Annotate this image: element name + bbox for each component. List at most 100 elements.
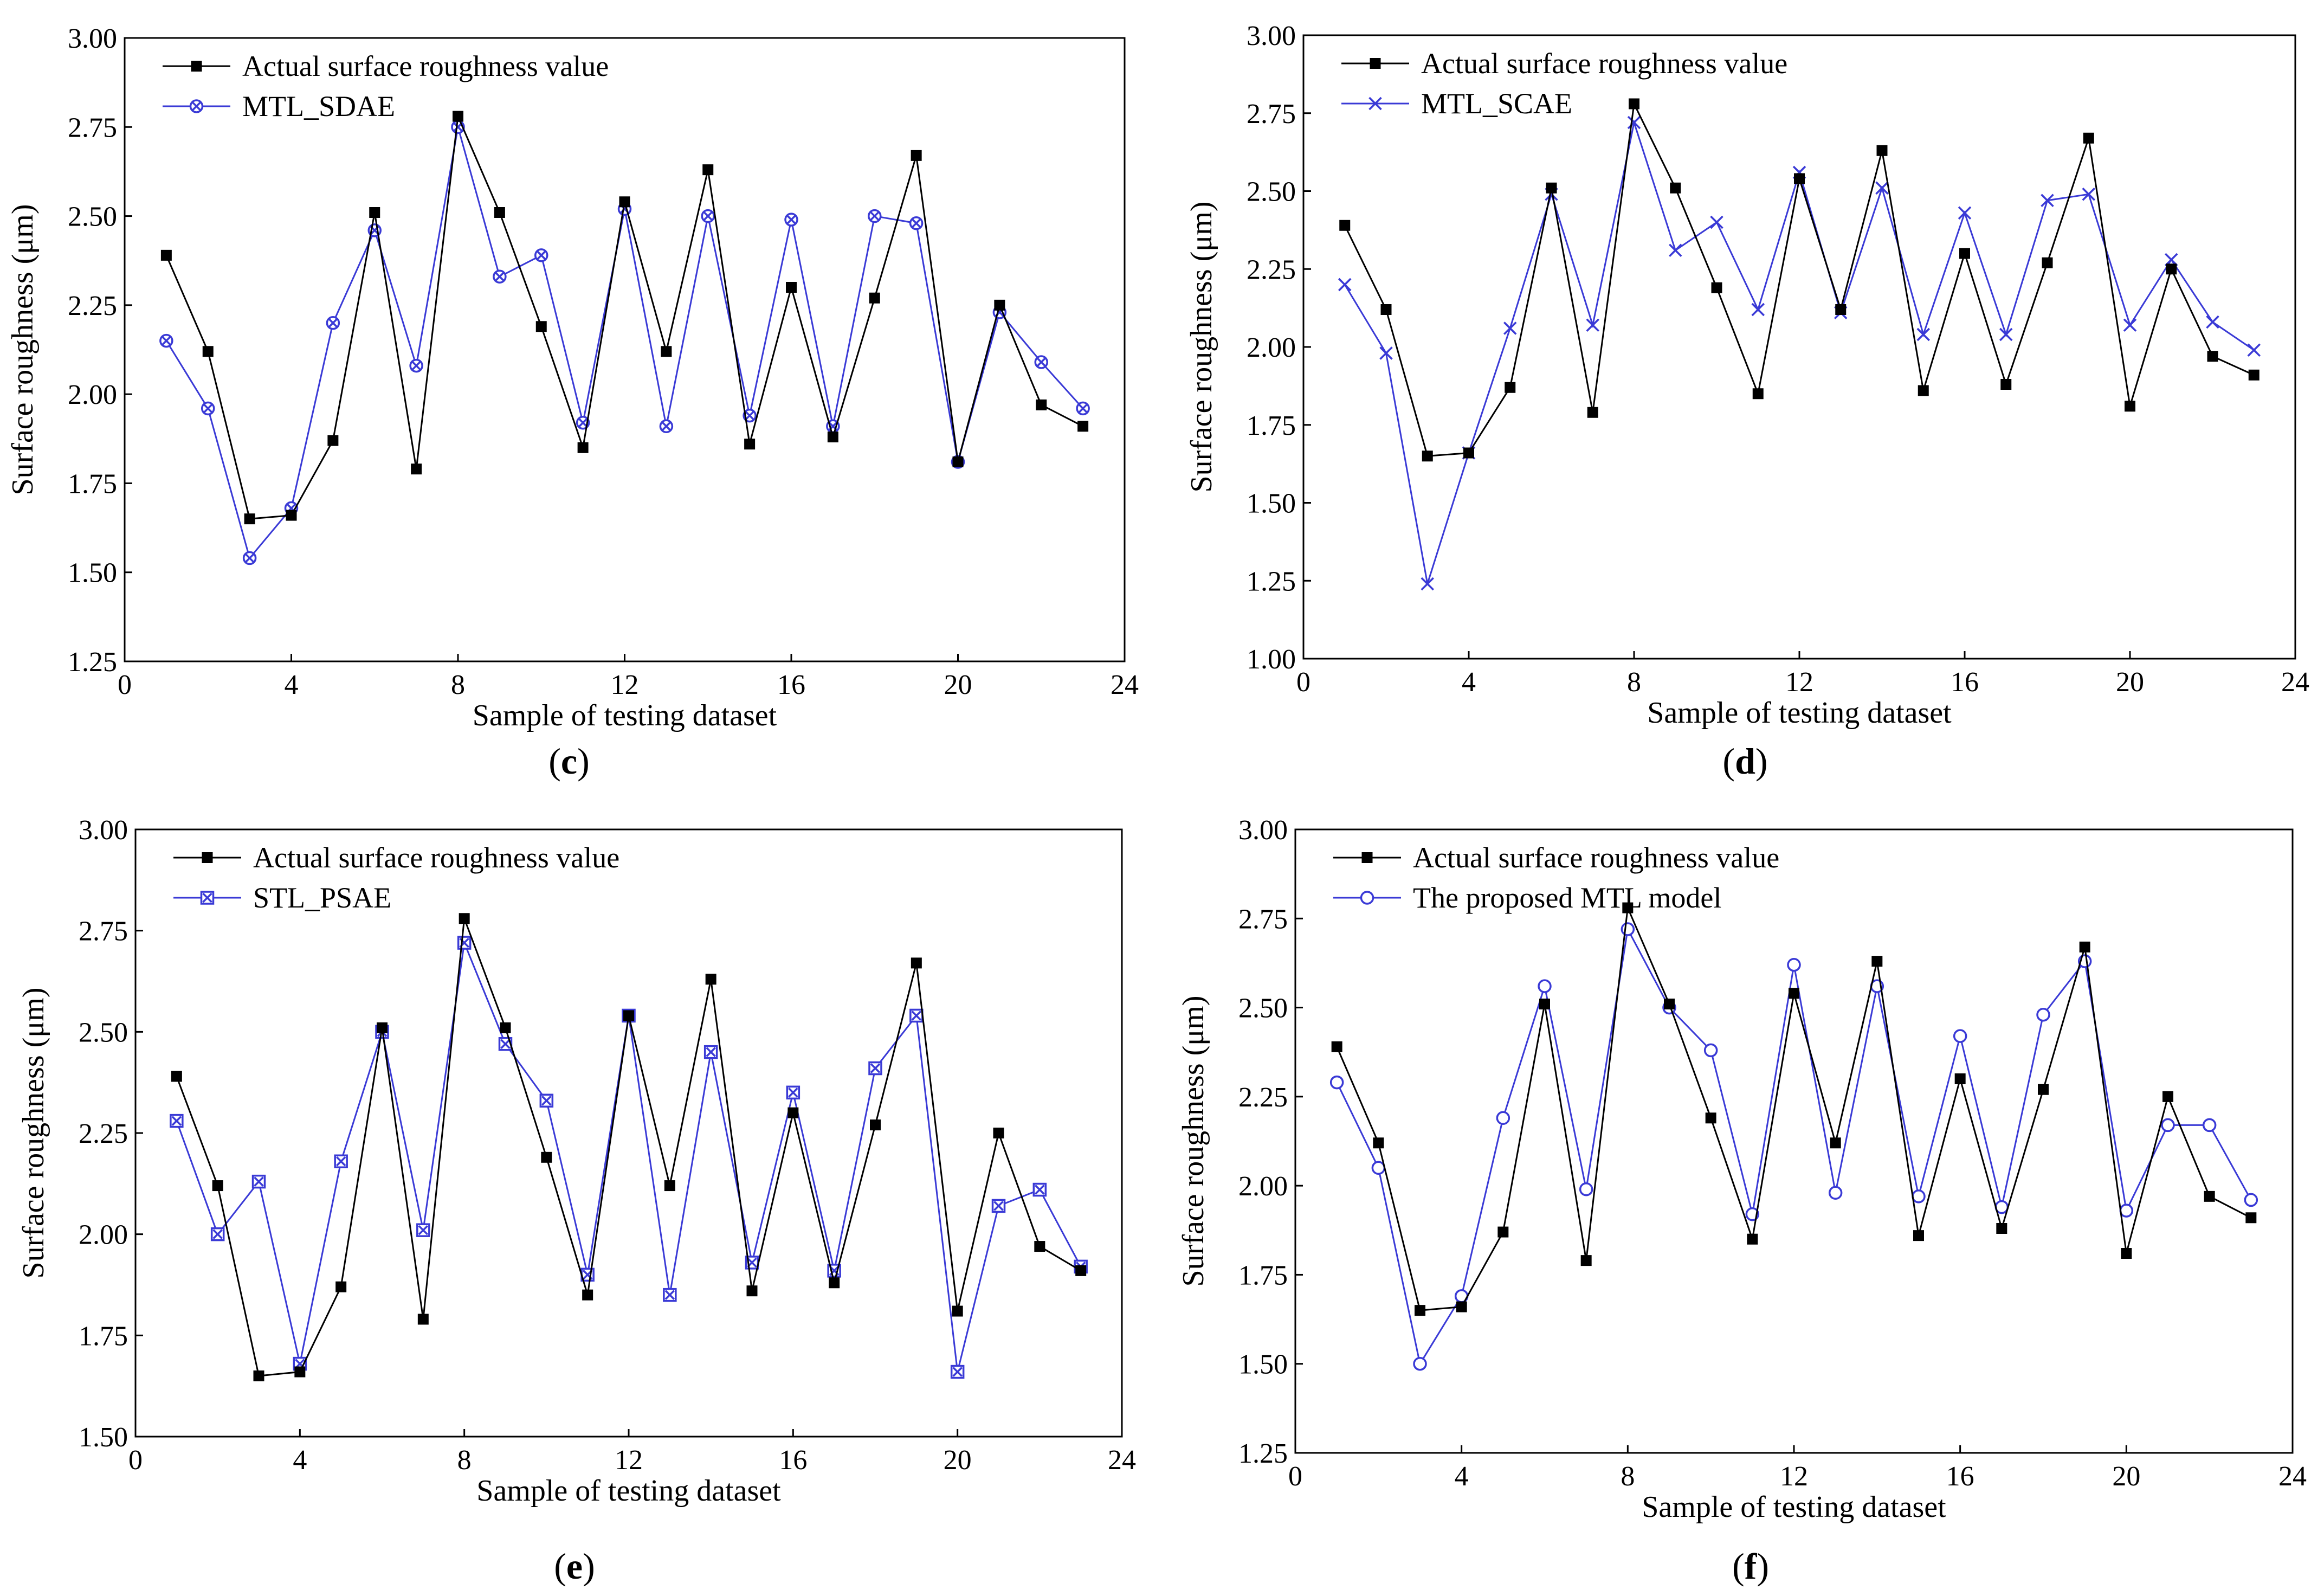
chart-f-point-ring xyxy=(1538,979,1552,993)
chart-c-point xyxy=(160,249,172,261)
chart-f-point xyxy=(1664,999,1675,1009)
chart-e-ytick-label: 2.25 xyxy=(79,1118,128,1149)
chart-e-point xyxy=(664,1180,675,1192)
chart-e-xtick-label: 24 xyxy=(1108,1445,1136,1476)
chart-c-point-stroke-b xyxy=(869,211,880,221)
chart-d-point xyxy=(1505,382,1516,393)
chart-e-point-stroke-b xyxy=(418,1225,429,1235)
chart-e-point xyxy=(416,1223,430,1237)
chart-d-plot-frame xyxy=(1302,34,2296,660)
chart-e-series-actual xyxy=(171,913,1087,1381)
chart-d-point xyxy=(2207,351,2218,362)
chart-d-ytick-label: 1.50 xyxy=(1247,488,1296,519)
chart-f-xtick-label: 4 xyxy=(1455,1461,1469,1492)
chart-c-point-stroke-b xyxy=(244,553,255,563)
chart-f-series-actual xyxy=(1331,902,2257,1316)
chart-d-xtick-label: 4 xyxy=(1462,667,1476,698)
chart-f-point xyxy=(1871,956,1883,967)
chart-d-point xyxy=(1710,215,1723,229)
chart-f-xtick-label: 0 xyxy=(1288,1461,1302,1492)
chart-f-point xyxy=(1912,1189,1926,1204)
chart-f-point xyxy=(1456,1301,1467,1312)
chart-d-point-stroke-b xyxy=(2041,194,2054,207)
chart-d-ytick-label: 2.75 xyxy=(1247,99,1296,130)
chart-f-point xyxy=(2204,1190,2215,1202)
chart-e-point xyxy=(911,957,922,969)
chart-c-point xyxy=(827,432,838,442)
chart-d-point xyxy=(2206,315,2219,329)
chart-f-point xyxy=(1580,1255,1592,1266)
chart-c-point xyxy=(1076,401,1090,416)
chart-f-xtick-label: 24 xyxy=(2278,1461,2307,1492)
chart-f-point xyxy=(2244,1193,2258,1207)
chart-c: 1.25 1.50 1.75 2.00 2.25 2.50 2.75 3.00 0 4 8 12 16 2… xyxy=(6,23,1139,732)
chart-c-point xyxy=(743,408,757,423)
chart-f-legend: Actual surface roughness value The propos… xyxy=(1333,841,1779,914)
chart-f-point-ring xyxy=(1953,1029,1967,1043)
chart-f-point xyxy=(1953,1029,1967,1043)
chart-d-point xyxy=(1546,182,1557,194)
chart-d-point-stroke-b xyxy=(1421,577,1434,591)
chart-d-point xyxy=(1463,447,1474,459)
chart-f-point xyxy=(2121,1248,2132,1259)
chart-e-point xyxy=(582,1289,593,1301)
chart-e-point-stroke-b xyxy=(664,1290,675,1300)
chart-e: 1.50 1.75 2.00 2.25 2.50 2.75 3.00 0 4 8 12 16 20 24 S… xyxy=(17,815,1136,1508)
chart-f-point-ring xyxy=(2036,1007,2050,1022)
chart-e-point xyxy=(541,1151,552,1163)
chart-c-point-stroke-b xyxy=(661,421,672,432)
chart-c-point-stroke-b xyxy=(578,417,588,428)
chart-d-legend: Actual surface roughness value MTL_SCAE xyxy=(1341,47,1787,120)
chart-d-point xyxy=(1627,115,1641,130)
chart-f-point xyxy=(1497,1226,1509,1238)
chart-e-point-stroke-b xyxy=(541,1096,552,1106)
chart-c-ytick-label: 1.75 xyxy=(68,468,117,499)
chart-e-ylabel: Surface roughness (μm) xyxy=(17,988,50,1279)
chart-c-legend: Actual surface roughness value MTL_SDAE xyxy=(163,50,609,123)
chart-panel-f: 1.25 1.50 1.75 2.00 2.25 2.50 2.75 3.00 0 4 8 12 16 2… xyxy=(1165,797,2324,1545)
chart-d-point xyxy=(1918,385,1929,396)
chart-d-ytick-label: 3.00 xyxy=(1247,21,1296,52)
chart-e-xlabel: Sample of testing dataset xyxy=(476,1474,781,1508)
chart-c-point xyxy=(286,510,297,521)
chart-f-point-ring xyxy=(2119,1204,2134,1218)
chart-d-series-line xyxy=(1344,119,2255,584)
chart-e-point-stroke-b xyxy=(911,1011,922,1021)
chart-d-xtick-label: 16 xyxy=(1951,667,1979,698)
chart-f-point xyxy=(2119,1204,2134,1218)
chart-d-point-stroke-b xyxy=(1875,181,1889,195)
chart-c-point xyxy=(534,248,548,262)
chart-e-point xyxy=(459,913,470,924)
chart-e-legend-label: Actual surface roughness value xyxy=(253,841,619,874)
chart-c-xtick-label: 16 xyxy=(777,670,805,700)
chart-c-point xyxy=(409,358,423,373)
chart-d-point-stroke-b xyxy=(1627,115,1641,130)
chart-e-ytick-label: 3.00 xyxy=(79,815,128,846)
chart-c-xtick-label: 20 xyxy=(944,670,972,700)
chart-f-point-ring xyxy=(1787,957,1801,972)
chart-e-point xyxy=(703,1045,718,1059)
chart-c-xtick-label: 0 xyxy=(118,670,132,700)
chart-e-point xyxy=(335,1281,347,1292)
chart-e-series-line xyxy=(176,918,1081,1377)
chart-d-point-stroke-b xyxy=(1999,327,2013,342)
chart-d-point xyxy=(1916,327,1930,342)
chart-f-point xyxy=(1703,1043,1718,1058)
chart-c-point xyxy=(744,439,756,450)
chart-c-point xyxy=(784,213,798,227)
chart-e-point xyxy=(870,1119,881,1131)
chart-e-point xyxy=(334,1154,348,1169)
chart-c-point xyxy=(242,551,257,565)
chart-d-xtick-label: 8 xyxy=(1627,667,1641,698)
chart-c-point xyxy=(661,346,672,357)
chart-d-xtick-label: 20 xyxy=(2116,667,2144,698)
chart-e-point-stroke-b xyxy=(870,1063,881,1073)
chart-e-point xyxy=(829,1277,840,1289)
chart-d-point xyxy=(1338,278,1352,292)
chart-f-point xyxy=(1415,1305,1425,1316)
chart-e-point-stroke-b xyxy=(788,1087,798,1098)
chart-f-point-ring xyxy=(1496,1111,1510,1125)
chart-c-point xyxy=(201,401,215,416)
chart-e-point xyxy=(909,1008,924,1023)
chart-d-point xyxy=(1835,304,1847,315)
